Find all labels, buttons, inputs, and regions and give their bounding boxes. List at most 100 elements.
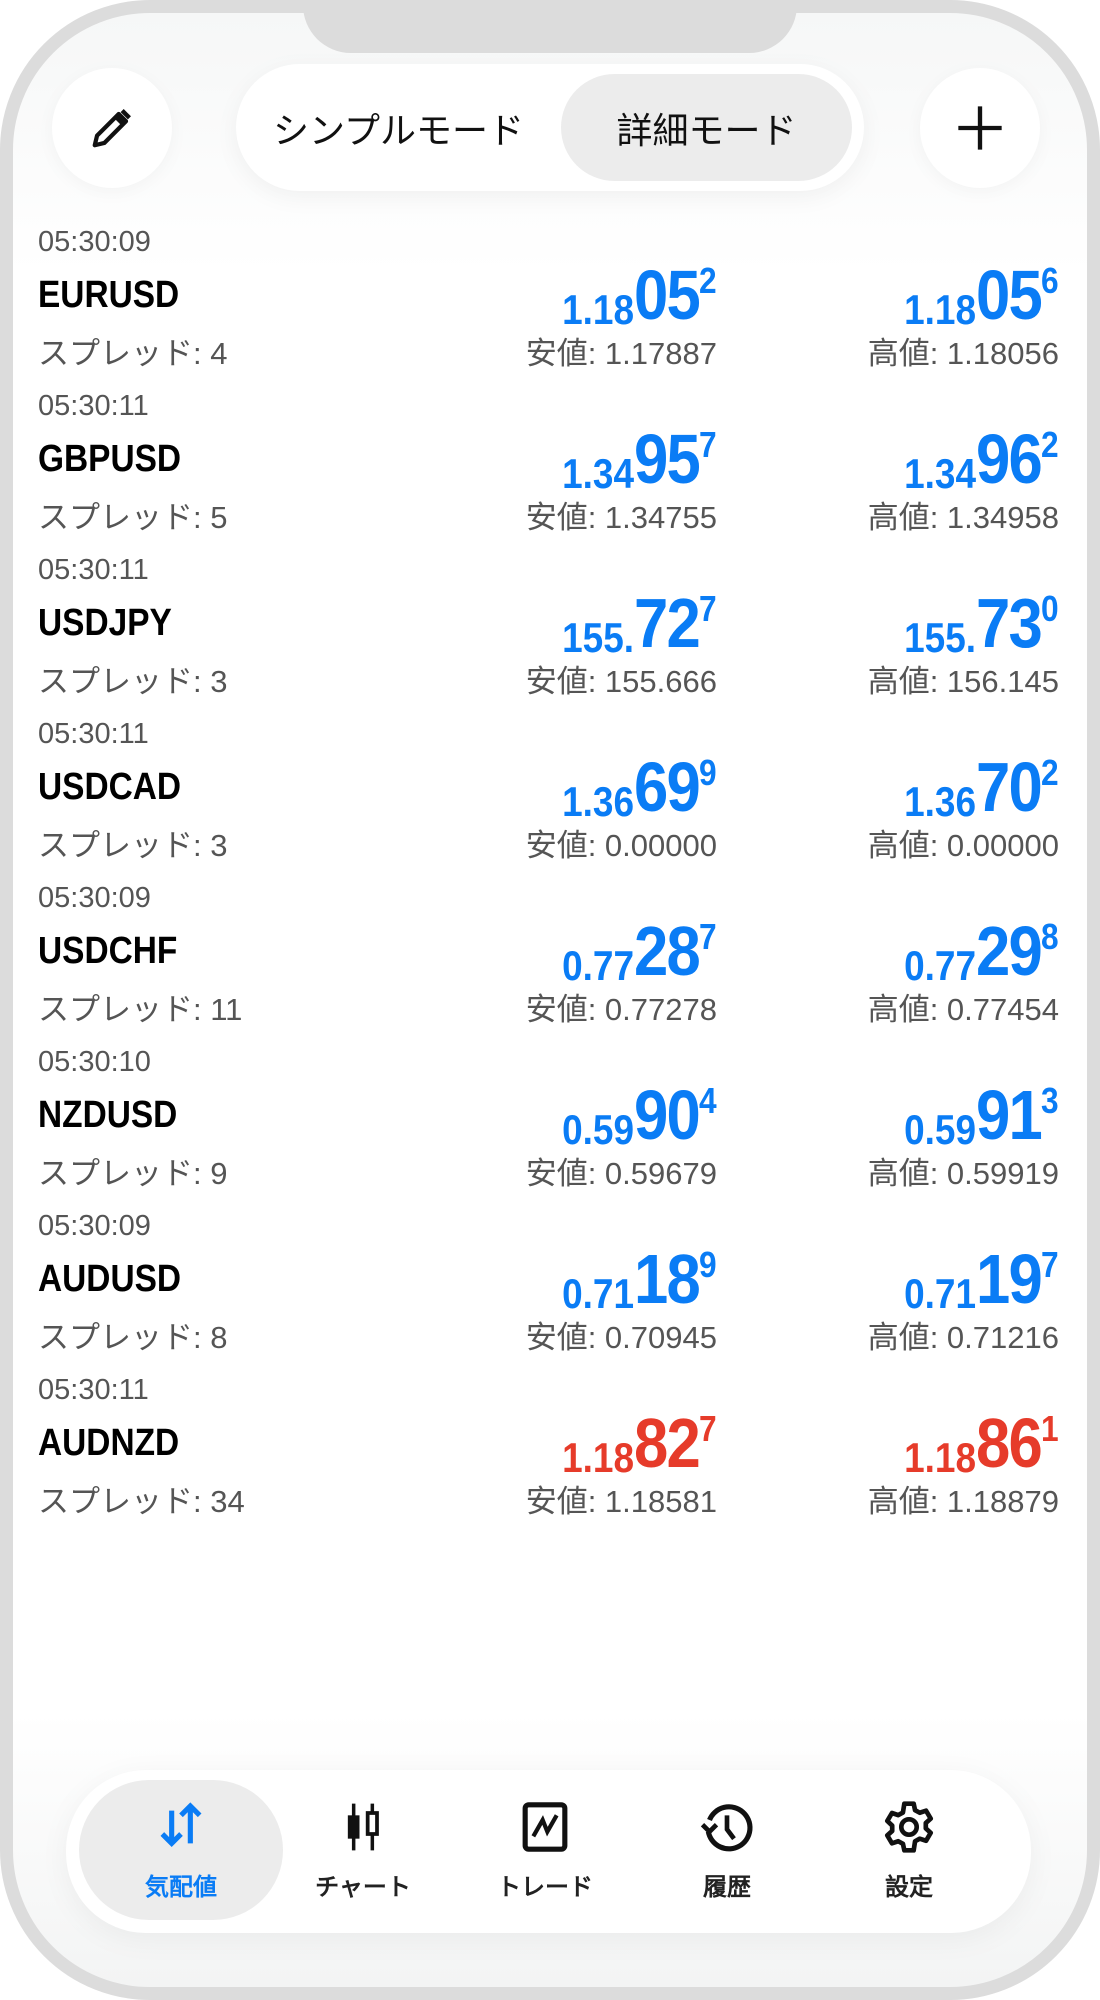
price-fractional: 9 <box>699 752 717 793</box>
phone-notch <box>303 0 797 53</box>
price-prefix: 0.77 <box>904 942 977 989</box>
price-pips: 73 <box>976 584 1043 662</box>
nav-history[interactable]: 履歴 <box>625 1780 829 1920</box>
quote-time: 05:30:11 <box>38 390 149 422</box>
price-prefix: 1.36 <box>562 778 635 825</box>
nav-label: 設定 <box>885 1873 933 1901</box>
price-pips: 90 <box>634 1076 701 1154</box>
spread: スプレッド: 5 <box>38 500 228 535</box>
edit-button[interactable] <box>52 68 172 188</box>
ask-price[interactable]: 1.18 05 6 <box>904 260 1059 334</box>
trade-chart-icon <box>522 1801 568 1852</box>
bid-price[interactable]: 155. 72 7 <box>562 588 717 662</box>
high-price: 高値: 0.59919 <box>867 1156 1059 1191</box>
quote-row[interactable]: 05:30:09 AUDUSD スプレッド: 8 0.71 18 9 0.71 … <box>0 1208 1100 1372</box>
price-pips: 19 <box>976 1240 1043 1318</box>
bid-price[interactable]: 1.36 69 9 <box>562 752 717 826</box>
price-fractional: 2 <box>699 260 717 301</box>
quote-time: 05:30:09 <box>38 1210 151 1242</box>
price-prefix: 155. <box>562 614 635 661</box>
high-price: 高値: 1.18879 <box>867 1484 1059 1519</box>
high-price: 高値: 0.00000 <box>867 828 1059 863</box>
quote-time: 05:30:11 <box>38 718 149 750</box>
low-price: 安値: 1.17887 <box>525 336 717 371</box>
simple-mode-tab[interactable]: シンプルモード <box>273 109 524 151</box>
price-fractional: 7 <box>1041 1244 1059 1285</box>
price-prefix: 1.18 <box>904 1434 977 1481</box>
quote-time: 05:30:09 <box>38 882 151 914</box>
price-pips: 91 <box>976 1076 1043 1154</box>
symbol-name: AUDNZD <box>38 1422 180 1464</box>
price-fractional: 2 <box>1041 752 1059 793</box>
quote-row[interactable]: 05:30:11 GBPUSD スプレッド: 5 1.34 95 7 1.34 … <box>0 388 1100 552</box>
price-pips: 18 <box>634 1240 701 1318</box>
price-fractional: 7 <box>699 916 717 957</box>
quote-time: 05:30:09 <box>38 226 151 258</box>
nav-label: 履歴 <box>703 1873 751 1901</box>
price-prefix: 1.34 <box>562 450 635 497</box>
quote-row[interactable]: 05:30:09 EURUSD スプレッド: 4 1.18 05 2 1.18 … <box>0 224 1100 388</box>
high-price: 高値: 0.77454 <box>867 992 1059 1027</box>
quotes-arrows-icon <box>160 1801 202 1847</box>
mode-toggle: シンプルモード 詳細モード <box>236 64 864 191</box>
price-pips: 86 <box>976 1404 1043 1482</box>
bid-price[interactable]: 1.18 05 2 <box>562 260 717 334</box>
ask-price[interactable]: 0.59 91 3 <box>904 1080 1059 1154</box>
quote-row[interactable]: 05:30:11 USDCAD スプレッド: 3 1.36 69 9 1.36 … <box>0 716 1100 880</box>
ask-price[interactable]: 1.36 70 2 <box>904 752 1059 826</box>
price-pips: 28 <box>634 912 701 990</box>
price-fractional: 3 <box>1041 1080 1059 1121</box>
low-price: 安値: 0.77278 <box>525 992 717 1027</box>
price-pips: 82 <box>634 1404 701 1482</box>
symbol-name: NZDUSD <box>38 1094 178 1136</box>
price-prefix: 0.71 <box>562 1270 635 1317</box>
spread: スプレッド: 4 <box>38 336 228 371</box>
ask-price[interactable]: 1.18 86 1 <box>904 1408 1059 1482</box>
high-price: 高値: 1.34958 <box>867 500 1059 535</box>
quote-row[interactable]: 05:30:10 NZDUSD スプレッド: 9 0.59 90 4 0.59 … <box>0 1044 1100 1208</box>
price-prefix: 1.18 <box>904 286 977 333</box>
price-pips: 72 <box>634 584 701 662</box>
spread: スプレッド: 3 <box>38 828 228 863</box>
bid-price[interactable]: 0.59 90 4 <box>562 1080 717 1154</box>
price-pips: 29 <box>976 912 1043 990</box>
symbol-name: USDJPY <box>38 602 172 644</box>
bid-price[interactable]: 1.34 95 7 <box>562 424 717 498</box>
quote-row[interactable]: 05:30:11 USDJPY スプレッド: 3 155. 72 7 155. … <box>0 552 1100 716</box>
bid-price[interactable]: 0.71 18 9 <box>562 1244 717 1318</box>
spread: スプレッド: 9 <box>38 1156 228 1191</box>
bid-price[interactable]: 1.18 82 7 <box>562 1408 717 1482</box>
bid-price[interactable]: 0.77 28 7 <box>562 916 717 990</box>
nav-label: 気配値 <box>145 1873 217 1901</box>
price-prefix: 1.18 <box>562 286 635 333</box>
symbol-name: USDCAD <box>38 766 182 808</box>
nav-chart[interactable]: チャート <box>261 1780 465 1920</box>
low-price: 安値: 1.18581 <box>525 1484 717 1519</box>
quote-row[interactable]: 05:30:09 USDCHF スプレッド: 11 0.77 28 7 0.77… <box>0 880 1100 1044</box>
nav-quotes[interactable]: 気配値 <box>79 1780 283 1920</box>
ask-price[interactable]: 1.34 96 2 <box>904 424 1059 498</box>
spread: スプレッド: 3 <box>38 664 228 699</box>
spread: スプレッド: 11 <box>38 992 243 1027</box>
ask-price[interactable]: 0.71 19 7 <box>904 1244 1059 1318</box>
add-symbol-button[interactable] <box>920 68 1040 188</box>
detail-mode-tab[interactable]: 詳細モード <box>561 74 852 181</box>
history-icon <box>700 1803 753 1851</box>
price-prefix: 0.71 <box>904 1270 977 1317</box>
low-price: 安値: 1.34755 <box>525 500 717 535</box>
ask-price[interactable]: 155. 73 0 <box>904 588 1059 662</box>
symbol-name: EURUSD <box>38 274 180 316</box>
quote-row[interactable]: 05:30:11 AUDNZD スプレッド: 34 1.18 82 7 1.18… <box>0 1372 1100 1536</box>
low-price: 安値: 0.00000 <box>525 828 717 863</box>
high-price: 高値: 1.18056 <box>867 336 1059 371</box>
symbol-name: USDCHF <box>38 930 178 972</box>
price-fractional: 2 <box>1041 424 1059 465</box>
nav-settings[interactable]: 設定 <box>807 1780 1011 1920</box>
ask-price[interactable]: 0.77 29 8 <box>904 916 1059 990</box>
price-prefix: 1.18 <box>562 1434 635 1481</box>
nav-trade[interactable]: トレード <box>443 1780 647 1920</box>
high-price: 高値: 0.71216 <box>867 1320 1059 1355</box>
price-fractional: 7 <box>699 424 717 465</box>
spread: スプレッド: 34 <box>38 1484 245 1519</box>
pencil-icon <box>92 109 131 148</box>
